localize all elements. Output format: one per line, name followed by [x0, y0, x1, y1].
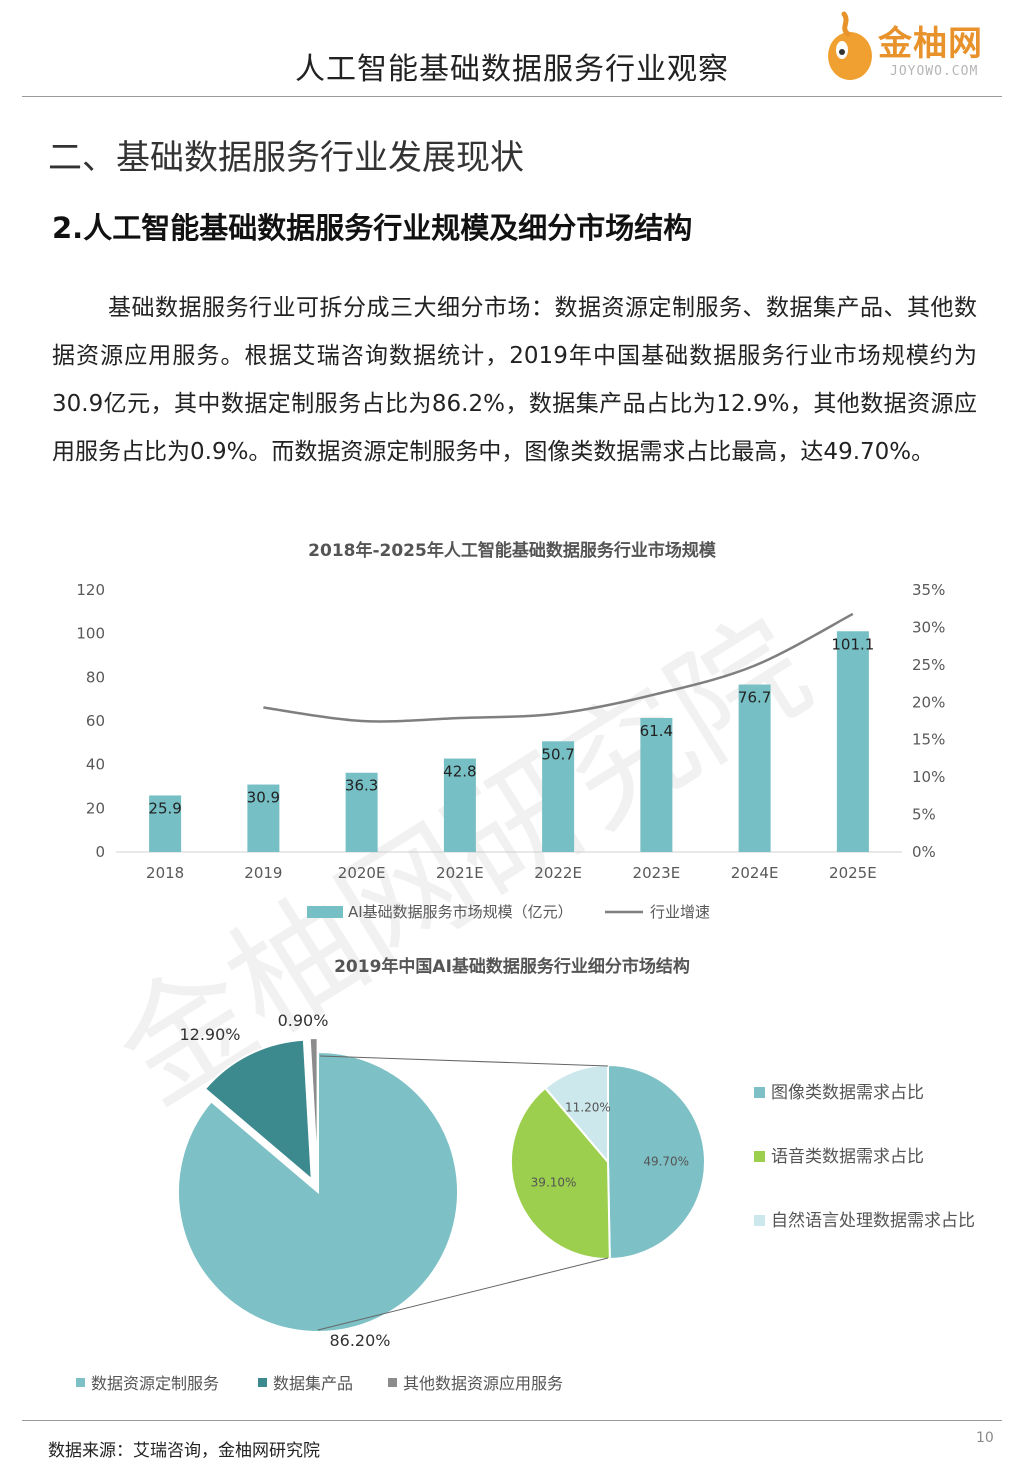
sub-legend-swatch [754, 1087, 765, 1098]
y-tick-label: 100 [76, 625, 105, 643]
legend-swatch-market-size [307, 906, 343, 918]
logo-mascot-icon [828, 11, 872, 80]
bar-2024E [738, 684, 771, 852]
bar-chart-legend: AI基础数据服务市场规模（亿元） 行业增速 [307, 903, 710, 921]
y2-tick-label: 5% [912, 806, 936, 824]
sub-legend-swatch [754, 1215, 765, 1226]
main-pie-label: 12.90% [179, 1025, 240, 1044]
y-tick-label: 40 [86, 756, 105, 774]
footer-source: 数据来源：艾瑞咨询，金柚网研究院 [48, 1441, 320, 1461]
main-legend-swatch [388, 1378, 397, 1387]
slice-nlp-data [543, 1063, 609, 1165]
body-paragraph: 基础数据服务行业可拆分成三大细分市场：数据资源定制服务、数据集产品、其他数据资源… [52, 295, 977, 465]
slice-dataset-product [203, 1038, 313, 1182]
sub-legend-label: 自然语言处理数据需求占比 [771, 1211, 975, 1231]
bar-2025E [836, 631, 869, 852]
x-tick-label: 2020E [338, 864, 386, 882]
y-tick-label: 80 [86, 668, 105, 686]
bar-2019 [247, 784, 280, 852]
y-tick-label: 0 [95, 843, 105, 861]
slice-voice-data [510, 1086, 611, 1260]
market-structure-chart: 2019年中国AI基础数据服务行业细分市场结构 86.20% 12.90% 0.90… [76, 956, 975, 1393]
bar-value-label: 25.9 [148, 799, 181, 817]
bar-chart-title: 2018年-2025年人工智能基础数据服务行业市场规模 [308, 540, 717, 561]
bar-value-label: 36.3 [345, 777, 378, 795]
main-legend-label: 数据集产品 [273, 1374, 353, 1393]
x-tick-label: 2021E [436, 864, 484, 882]
pie-chart-title: 2019年中国AI基础数据服务行业细分市场结构 [334, 956, 690, 977]
bar-value-label: 50.7 [541, 745, 574, 763]
main-legend-label: 其他数据资源应用服务 [403, 1374, 563, 1393]
sub-legend-swatch [754, 1151, 765, 1162]
main-legend-swatch [258, 1378, 267, 1387]
sub-legend-label: 图像类数据需求占比 [771, 1083, 924, 1103]
main-pie-label: 0.90% [278, 1011, 329, 1030]
x-tick-label: 2018 [146, 864, 184, 882]
logo: 金柚网 JOYOWO.COM [820, 8, 1010, 88]
y-tick-label: 120 [76, 581, 105, 599]
y2-tick-label: 25% [912, 656, 945, 674]
logo-text: 金柚网 [878, 24, 983, 64]
growth-rate-line [263, 612, 854, 723]
y2-tick-label: 30% [912, 618, 945, 636]
slice-image-data [607, 1063, 706, 1261]
y2-tick-label: 15% [912, 731, 945, 749]
slice-custom-service [177, 1050, 459, 1333]
y-tick-label: 20 [86, 799, 105, 817]
y2-tick-label: 0% [912, 843, 936, 861]
x-tick-label: 2022E [534, 864, 582, 882]
bar-value-label: 42.8 [443, 763, 476, 781]
connector-line-bottom [317, 1257, 609, 1331]
sub-pie-label: 11.20% [565, 1100, 611, 1114]
bar-2023E [640, 717, 673, 852]
main-pie-label: 86.20% [329, 1331, 390, 1350]
sub-pie-label: 49.70% [643, 1154, 689, 1168]
main-legend-swatch [76, 1378, 85, 1387]
bar-value-label: 76.7 [738, 689, 771, 707]
slice-other-service [308, 1037, 319, 1179]
header-divider [22, 96, 1002, 97]
bar-value-label: 30.9 [247, 789, 280, 807]
bar-2020E [345, 772, 378, 852]
y2-tick-label: 35% [912, 581, 945, 599]
connector-line-top [319, 1055, 609, 1067]
bar-2021E [443, 758, 476, 852]
y2-tick-label: 10% [912, 768, 945, 786]
y-tick-label: 60 [86, 712, 105, 730]
footer-divider [22, 1420, 1002, 1421]
x-tick-label: 2024E [731, 864, 779, 882]
main-legend-label: 数据资源定制服务 [91, 1374, 219, 1393]
header-title: 人工智能基础数据服务行业观察 [295, 52, 729, 87]
bar-value-label: 101.1 [831, 635, 874, 653]
page-number: 10 [976, 1430, 994, 1446]
market-size-chart: 2018年-2025年人工智能基础数据服务行业市场规模 0 20 40 60 80 100… [76, 540, 945, 921]
sub-title: 2.人工智能基础数据服务行业规模及细分市场结构 [52, 211, 693, 245]
sub-legend-label: 语音类数据需求占比 [771, 1147, 924, 1167]
section-title: 二、基础数据服务行业发展现状 [48, 138, 524, 178]
y2-tick-label: 20% [912, 693, 945, 711]
bar-2022E [542, 741, 575, 852]
sub-pie-label: 39.10% [531, 1176, 577, 1190]
legend-label-growth: 行业增速 [650, 903, 710, 921]
legend-label-market-size: AI基础数据服务市场规模（亿元） [348, 903, 573, 921]
x-tick-label: 2023E [633, 864, 681, 882]
x-tick-label: 2025E [829, 864, 877, 882]
bar-value-label: 61.4 [640, 722, 673, 740]
logo-url: JOYOWO.COM [890, 64, 979, 79]
bar-2018 [149, 795, 182, 852]
x-tick-label: 2019 [244, 864, 282, 882]
